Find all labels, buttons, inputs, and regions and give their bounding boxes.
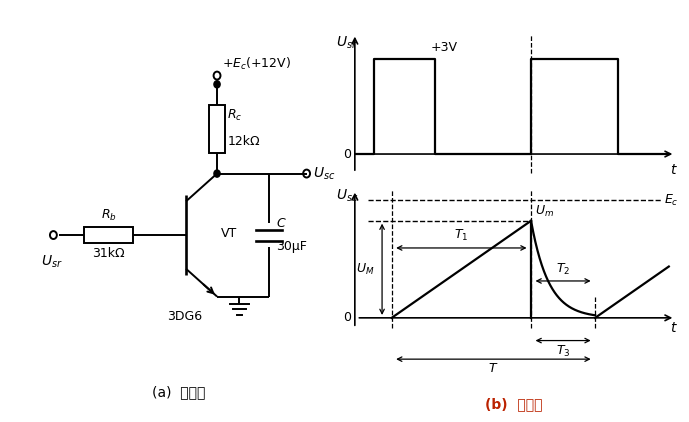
Text: (a)  电路图: (a) 电路图	[152, 386, 206, 400]
Text: $U_{sc}$: $U_{sc}$	[336, 188, 358, 204]
Text: $T_3$: $T_3$	[556, 344, 570, 359]
Bar	[209, 105, 225, 153]
Text: $U_{sr}$: $U_{sr}$	[336, 35, 358, 51]
Text: 30μF: 30μF	[276, 240, 307, 253]
Text: +$E_c$(+12V): +$E_c$(+12V)	[223, 56, 291, 72]
Text: VT: VT	[221, 227, 238, 240]
Text: $U_m$: $U_m$	[535, 204, 554, 219]
Text: 0: 0	[343, 148, 351, 160]
Text: $R_c$: $R_c$	[227, 108, 243, 123]
Text: 12kΩ: 12kΩ	[227, 135, 260, 148]
Text: 3DG6: 3DG6	[167, 311, 202, 323]
Text: +3V: +3V	[431, 41, 458, 54]
Text: $T_1$: $T_1$	[454, 228, 469, 243]
Text: $R_b$: $R_b$	[101, 208, 116, 223]
Bar	[84, 227, 134, 243]
Text: $T$: $T$	[489, 362, 499, 376]
Text: $t$: $t$	[670, 163, 678, 177]
Circle shape	[214, 170, 220, 177]
Text: $T_2$: $T_2$	[556, 262, 570, 277]
Text: $U_{sc}$: $U_{sc}$	[313, 165, 336, 182]
Text: 31kΩ: 31kΩ	[92, 247, 125, 260]
Text: (b)  波形图: (b) 波形图	[484, 398, 542, 411]
Text: $t$: $t$	[670, 321, 678, 335]
Text: $U_M$: $U_M$	[356, 262, 374, 277]
Text: $U_{sr}$: $U_{sr}$	[41, 254, 63, 271]
Text: $E_c$: $E_c$	[664, 192, 679, 208]
Text: 0: 0	[343, 311, 351, 325]
Circle shape	[214, 81, 220, 88]
Text: $C$: $C$	[276, 217, 287, 230]
